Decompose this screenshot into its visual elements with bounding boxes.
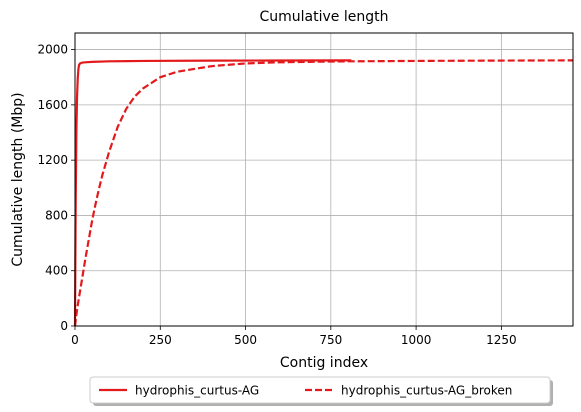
x-tick-label: 500 (234, 333, 257, 347)
legend: hydrophis_curtus-AG hydrophis_curtus-AG_… (89, 376, 553, 406)
plot-frame (74, 32, 574, 327)
y-tick-label: 1600 (37, 98, 68, 112)
series-layer (73, 59, 574, 327)
series-line-1 (73, 59, 352, 327)
x-tick-label: 250 (149, 333, 172, 347)
axis-ticks: 0 250 500 750 1000 1250 0 400 800 1200 1600 2000 (37, 43, 516, 347)
x-axis-label: Contig index (280, 355, 368, 371)
y-axis-label: Cumulative length (Mbp) (10, 92, 26, 266)
x-tick-label: 750 (319, 333, 342, 347)
legend-label-series-1: hydrophis_curtus-AG (135, 384, 259, 398)
series-line-2 (73, 59, 574, 327)
legend-label-series-2: hydrophis_curtus-AG_broken (341, 384, 512, 398)
y-tick-label: 400 (45, 264, 68, 278)
chart-title: Cumulative length (260, 9, 389, 25)
x-tick-label: 1000 (401, 333, 432, 347)
y-tick-label: 2000 (37, 43, 68, 57)
y-tick-label: 0 (60, 319, 68, 333)
grid-lines (74, 33, 573, 327)
y-tick-label: 1200 (37, 153, 68, 167)
x-tick-label: 1250 (486, 333, 517, 347)
x-tick-label: 0 (71, 333, 79, 347)
y-tick-label: 800 (45, 208, 68, 222)
